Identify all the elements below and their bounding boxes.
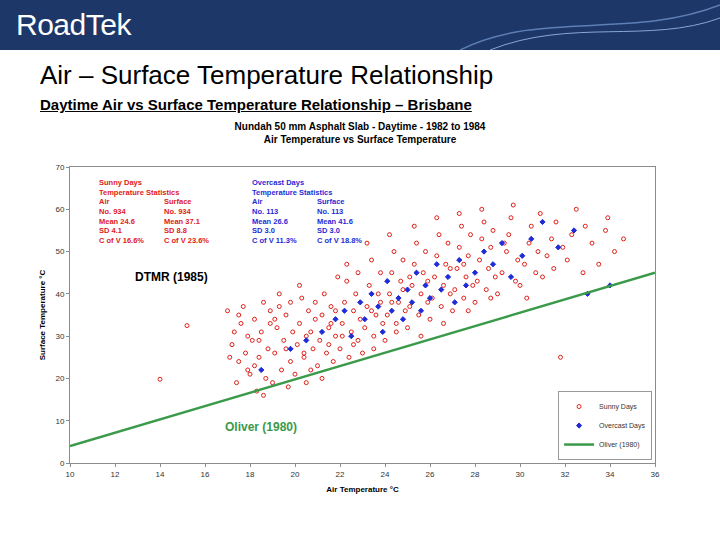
svg-text:Overcast DaysTemperature Stati: Overcast DaysTemperature Statistics (252, 178, 332, 197)
html-text:RoadTek: RoadTek (16, 8, 131, 41)
html-text:Daytime Air vs Surface Tempera: Daytime Air vs Surface Temperature Relat… (40, 96, 472, 113)
svg-text:Surface Temperature °C: Surface Temperature °C (38, 269, 47, 360)
svg-text:Oliver (1980): Oliver (1980) (599, 441, 639, 449)
svg-text:12: 12 (111, 470, 120, 479)
svg-text:Air Temperature °C: Air Temperature °C (326, 485, 399, 494)
svg-text:60: 60 (55, 205, 64, 214)
svg-text:50: 50 (55, 247, 64, 256)
svg-text:20: 20 (291, 470, 300, 479)
svg-text:16: 16 (201, 470, 210, 479)
svg-text:DTMR (1985): DTMR (1985) (135, 270, 208, 284)
svg-text:Nundah 50 mm Asphalt Slab - Da: Nundah 50 mm Asphalt Slab - Daytime - 19… (235, 121, 486, 145)
svg-text:SurfaceNo. 934Mean 37.1SD 8.8C: SurfaceNo. 934Mean 37.1SD 8.8C of V 23.6… (164, 197, 209, 245)
svg-text:70: 70 (55, 163, 64, 172)
svg-text:30: 30 (55, 332, 64, 341)
svg-text:Sunny DaysTemperature Statisti: Sunny DaysTemperature Statistics (99, 178, 179, 197)
svg-text:SurfaceNo. 113Mean 41.6SD 3.0C: SurfaceNo. 113Mean 41.6SD 3.0C of V 18.8… (317, 197, 362, 245)
svg-text:30: 30 (516, 470, 525, 479)
svg-text:10: 10 (66, 470, 75, 479)
svg-text:26: 26 (426, 470, 435, 479)
svg-text:10: 10 (55, 417, 64, 426)
svg-text:18: 18 (246, 470, 255, 479)
svg-text:22: 22 (336, 470, 345, 479)
svg-text:40: 40 (55, 290, 64, 299)
svg-text:34: 34 (606, 470, 615, 479)
svg-text:AirNo. 934Mean 24.6SD 4.1C of: AirNo. 934Mean 24.6SD 4.1C of V 16.6% (99, 197, 144, 245)
svg-text:14: 14 (156, 470, 165, 479)
svg-text:28: 28 (471, 470, 480, 479)
svg-text:36: 36 (651, 470, 660, 479)
svg-text:0: 0 (60, 459, 65, 468)
svg-text:AirNo. 113Mean 26.6SD 3.0C of: AirNo. 113Mean 26.6SD 3.0C of V 11.3% (252, 197, 297, 245)
svg-text:20: 20 (55, 374, 64, 383)
html-text:Air – Surface Temperature Rela: Air – Surface Temperature Relationship (40, 60, 494, 90)
svg-text:Oliver (1980): Oliver (1980) (225, 420, 297, 434)
svg-text:32: 32 (561, 470, 570, 479)
svg-text:24: 24 (381, 470, 390, 479)
svg-text:Sunny Days: Sunny Days (599, 403, 637, 411)
svg-text:Overcast Days: Overcast Days (599, 422, 645, 430)
